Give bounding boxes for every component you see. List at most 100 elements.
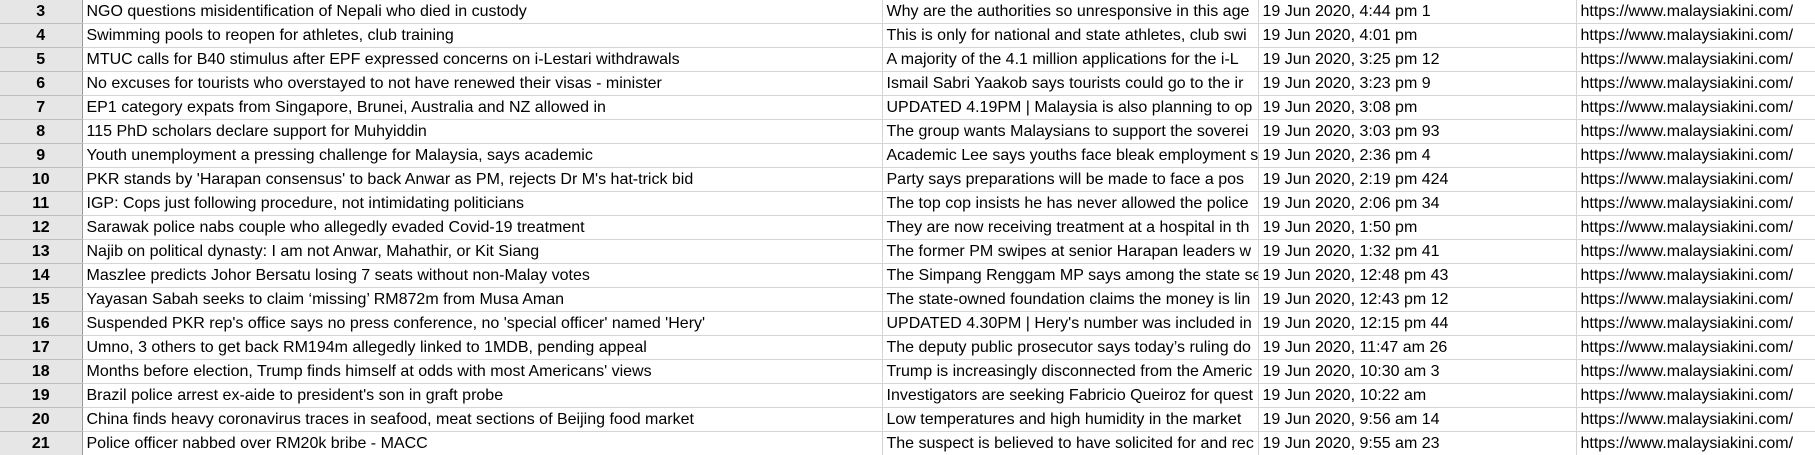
cell-date[interactable]: 19 Jun 2020, 2:06 pm 34 bbox=[1258, 191, 1577, 216]
cell-description[interactable]: Why are the authorities so unresponsive … bbox=[882, 0, 1259, 24]
cell-url[interactable]: https://www.malaysiakini.com/ bbox=[1576, 215, 1815, 240]
cell-title[interactable]: Umno, 3 others to get back RM194m allege… bbox=[82, 335, 883, 360]
cell-title[interactable]: Najib on political dynasty: I am not Anw… bbox=[82, 239, 883, 264]
cell-description[interactable]: Trump is increasingly disconnected from … bbox=[882, 359, 1259, 384]
cell-title[interactable]: No excuses for tourists who overstayed t… bbox=[82, 71, 883, 96]
cell-url[interactable]: https://www.malaysiakini.com/ bbox=[1576, 431, 1815, 455]
row-header[interactable]: 3 bbox=[0, 0, 83, 24]
row-header[interactable]: 10 bbox=[0, 167, 83, 192]
cell-date[interactable]: 19 Jun 2020, 4:01 pm bbox=[1258, 23, 1577, 48]
cell-description[interactable]: The former PM swipes at senior Harapan l… bbox=[882, 239, 1259, 264]
cell-url[interactable]: https://www.malaysiakini.com/ bbox=[1576, 143, 1815, 168]
row-header[interactable]: 8 bbox=[0, 119, 83, 144]
row-header[interactable]: 17 bbox=[0, 335, 83, 360]
cell-description[interactable]: A majority of the 4.1 million applicatio… bbox=[882, 47, 1259, 72]
cell-description[interactable]: Ismail Sabri Yaakob says tourists could … bbox=[882, 71, 1259, 96]
table-row: 17 Umno, 3 others to get back RM194m alle… bbox=[0, 335, 1815, 360]
cell-date[interactable]: 19 Jun 2020, 2:19 pm 424 bbox=[1258, 167, 1577, 192]
cell-title[interactable]: NGO questions misidentification of Nepal… bbox=[82, 0, 883, 24]
cell-title[interactable]: Maszlee predicts Johor Bersatu losing 7 … bbox=[82, 263, 883, 288]
row-header[interactable]: 13 bbox=[0, 239, 83, 264]
cell-description[interactable]: The top cop insists he has never allowed… bbox=[882, 191, 1259, 216]
cell-title[interactable]: MTUC calls for B40 stimulus after EPF ex… bbox=[82, 47, 883, 72]
cell-description[interactable]: UPDATED 4.19PM | Malaysia is also planni… bbox=[882, 95, 1259, 120]
cell-title[interactable]: Yayasan Sabah seeks to claim ‘missing’ R… bbox=[82, 287, 883, 312]
cell-date[interactable]: 19 Jun 2020, 11:47 am 26 bbox=[1258, 335, 1577, 360]
row-header[interactable]: 16 bbox=[0, 311, 83, 336]
cell-title[interactable]: Months before election, Trump finds hims… bbox=[82, 359, 883, 384]
row-header[interactable]: 18 bbox=[0, 359, 83, 384]
cell-description[interactable]: Low temperatures and high humidity in th… bbox=[882, 407, 1259, 432]
row-header[interactable]: 20 bbox=[0, 407, 83, 432]
cell-date[interactable]: 19 Jun 2020, 3:25 pm 12 bbox=[1258, 47, 1577, 72]
cell-description[interactable]: They are now receiving treatment at a ho… bbox=[882, 215, 1259, 240]
row-header[interactable]: 12 bbox=[0, 215, 83, 240]
cell-date[interactable]: 19 Jun 2020, 10:22 am bbox=[1258, 383, 1577, 408]
cell-description[interactable]: The deputy public prosecutor says today’… bbox=[882, 335, 1259, 360]
cell-url[interactable]: https://www.malaysiakini.com/ bbox=[1576, 167, 1815, 192]
row-header[interactable]: 4 bbox=[0, 23, 83, 48]
cell-url[interactable]: https://www.malaysiakini.com/ bbox=[1576, 0, 1815, 24]
cell-url[interactable]: https://www.malaysiakini.com/ bbox=[1576, 407, 1815, 432]
cell-url[interactable]: https://www.malaysiakini.com/ bbox=[1576, 335, 1815, 360]
cell-title[interactable]: Brazil police arrest ex-aide to presiden… bbox=[82, 383, 883, 408]
row-header[interactable]: 19 bbox=[0, 383, 83, 408]
cell-title[interactable]: EP1 category expats from Singapore, Brun… bbox=[82, 95, 883, 120]
table-row: 13 Najib on political dynasty: I am not A… bbox=[0, 239, 1815, 264]
row-header[interactable]: 11 bbox=[0, 191, 83, 216]
cell-description[interactable]: UPDATED 4.30PM | Hery's number was inclu… bbox=[882, 311, 1259, 336]
cell-date[interactable]: 19 Jun 2020, 4:44 pm 1 bbox=[1258, 0, 1577, 24]
cell-title[interactable]: Police officer nabbed over RM20k bribe -… bbox=[82, 431, 883, 455]
cell-date[interactable]: 19 Jun 2020, 12:48 pm 43 bbox=[1258, 263, 1577, 288]
cell-description[interactable]: This is only for national and state athl… bbox=[882, 23, 1259, 48]
cell-description[interactable]: Party says preparations will be made to … bbox=[882, 167, 1259, 192]
cell-url[interactable]: https://www.malaysiakini.com/ bbox=[1576, 383, 1815, 408]
table-row: 12 Sarawak police nabs couple who alleged… bbox=[0, 215, 1815, 240]
cell-title[interactable]: 115 PhD scholars declare support for Muh… bbox=[82, 119, 883, 144]
cell-date[interactable]: 19 Jun 2020, 12:15 pm 44 bbox=[1258, 311, 1577, 336]
row-header[interactable]: 6 bbox=[0, 71, 83, 96]
cell-title[interactable]: IGP: Cops just following procedure, not … bbox=[82, 191, 883, 216]
cell-url[interactable]: https://www.malaysiakini.com/ bbox=[1576, 239, 1815, 264]
cell-url[interactable]: https://www.malaysiakini.com/ bbox=[1576, 311, 1815, 336]
cell-description[interactable]: The suspect is believed to have solicite… bbox=[882, 431, 1259, 455]
table-row: 11 IGP: Cops just following procedure, no… bbox=[0, 191, 1815, 216]
cell-date[interactable]: 19 Jun 2020, 3:23 pm 9 bbox=[1258, 71, 1577, 96]
cell-date[interactable]: 19 Jun 2020, 9:55 am 23 bbox=[1258, 431, 1577, 455]
cell-date[interactable]: 19 Jun 2020, 1:32 pm 41 bbox=[1258, 239, 1577, 264]
cell-description[interactable]: Academic Lee says youths face bleak empl… bbox=[882, 143, 1259, 168]
cell-date[interactable]: 19 Jun 2020, 10:30 am 3 bbox=[1258, 359, 1577, 384]
cell-date[interactable]: 19 Jun 2020, 3:08 pm bbox=[1258, 95, 1577, 120]
cell-title[interactable]: Sarawak police nabs couple who allegedly… bbox=[82, 215, 883, 240]
row-header[interactable]: 21 bbox=[0, 431, 83, 455]
cell-description[interactable]: The state-owned foundation claims the mo… bbox=[882, 287, 1259, 312]
cell-title[interactable]: China finds heavy coronavirus traces in … bbox=[82, 407, 883, 432]
cell-title[interactable]: Suspended PKR rep's office says no press… bbox=[82, 311, 883, 336]
cell-description[interactable]: The Simpang Renggam MP says among the st… bbox=[882, 263, 1259, 288]
cell-url[interactable]: https://www.malaysiakini.com/ bbox=[1576, 47, 1815, 72]
row-header[interactable]: 5 bbox=[0, 47, 83, 72]
row-header[interactable]: 7 bbox=[0, 95, 83, 120]
cell-url[interactable]: https://www.malaysiakini.com/ bbox=[1576, 359, 1815, 384]
cell-url[interactable]: https://www.malaysiakini.com/ bbox=[1576, 23, 1815, 48]
cell-title[interactable]: Swimming pools to reopen for athletes, c… bbox=[82, 23, 883, 48]
cell-url[interactable]: https://www.malaysiakini.com/ bbox=[1576, 119, 1815, 144]
cell-date[interactable]: 19 Jun 2020, 2:36 pm 4 bbox=[1258, 143, 1577, 168]
cell-url[interactable]: https://www.malaysiakini.com/ bbox=[1576, 71, 1815, 96]
cell-url[interactable]: https://www.malaysiakini.com/ bbox=[1576, 95, 1815, 120]
row-header[interactable]: 14 bbox=[0, 263, 83, 288]
cell-url[interactable]: https://www.malaysiakini.com/ bbox=[1576, 263, 1815, 288]
cell-date[interactable]: 19 Jun 2020, 12:43 pm 12 bbox=[1258, 287, 1577, 312]
cell-url[interactable]: https://www.malaysiakini.com/ bbox=[1576, 287, 1815, 312]
row-header[interactable]: 15 bbox=[0, 287, 83, 312]
cell-title[interactable]: PKR stands by 'Harapan consensus' to bac… bbox=[82, 167, 883, 192]
cell-url[interactable]: https://www.malaysiakini.com/ bbox=[1576, 191, 1815, 216]
cell-date[interactable]: 19 Jun 2020, 3:03 pm 93 bbox=[1258, 119, 1577, 144]
row-header[interactable]: 9 bbox=[0, 143, 83, 168]
cell-title[interactable]: Youth unemployment a pressing challenge … bbox=[82, 143, 883, 168]
cell-date[interactable]: 19 Jun 2020, 9:56 am 14 bbox=[1258, 407, 1577, 432]
cell-description[interactable]: Investigators are seeking Fabricio Queir… bbox=[882, 383, 1259, 408]
cell-description[interactable]: The group wants Malaysians to support th… bbox=[882, 119, 1259, 144]
cell-date[interactable]: 19 Jun 2020, 1:50 pm bbox=[1258, 215, 1577, 240]
